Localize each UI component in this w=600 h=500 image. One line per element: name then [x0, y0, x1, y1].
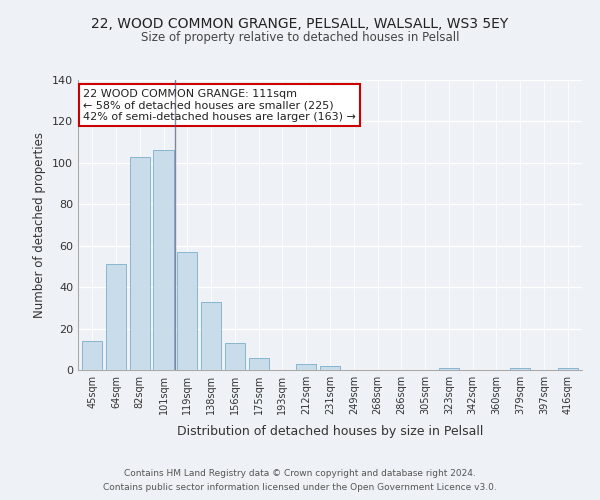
- Bar: [225, 343, 245, 370]
- Y-axis label: Number of detached properties: Number of detached properties: [34, 132, 46, 318]
- Bar: [439, 368, 459, 370]
- Text: Contains public sector information licensed under the Open Government Licence v3: Contains public sector information licen…: [103, 484, 497, 492]
- Bar: [201, 302, 221, 370]
- Bar: [82, 341, 103, 370]
- Bar: [248, 358, 269, 370]
- Text: Contains HM Land Registry data © Crown copyright and database right 2024.: Contains HM Land Registry data © Crown c…: [124, 468, 476, 477]
- Bar: [106, 264, 126, 370]
- Bar: [177, 252, 197, 370]
- Bar: [154, 150, 173, 370]
- Text: 22, WOOD COMMON GRANGE, PELSALL, WALSALL, WS3 5EY: 22, WOOD COMMON GRANGE, PELSALL, WALSALL…: [91, 18, 509, 32]
- Bar: [320, 366, 340, 370]
- Text: 22 WOOD COMMON GRANGE: 111sqm
← 58% of detached houses are smaller (225)
42% of : 22 WOOD COMMON GRANGE: 111sqm ← 58% of d…: [83, 88, 356, 122]
- Bar: [296, 364, 316, 370]
- X-axis label: Distribution of detached houses by size in Pelsall: Distribution of detached houses by size …: [177, 426, 483, 438]
- Bar: [130, 156, 150, 370]
- Text: Size of property relative to detached houses in Pelsall: Size of property relative to detached ho…: [141, 31, 459, 44]
- Bar: [510, 368, 530, 370]
- Bar: [557, 368, 578, 370]
